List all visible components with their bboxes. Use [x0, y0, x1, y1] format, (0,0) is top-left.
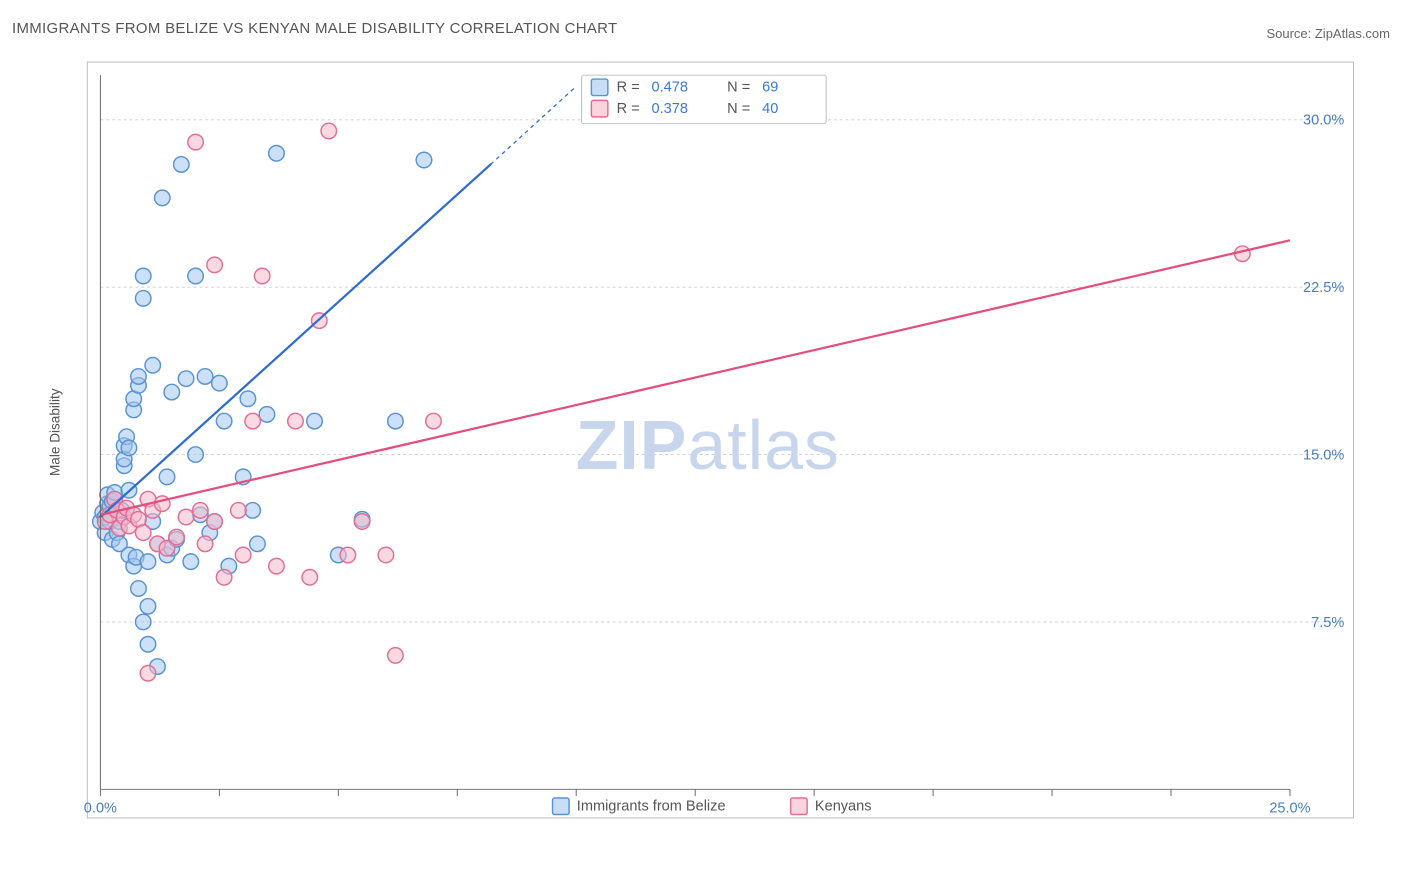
svg-text:Male Disability: Male Disability [48, 388, 63, 476]
svg-text:40: 40 [762, 101, 778, 117]
stats-legend: R = 0.478 N = 69 R = 0.378 N = 40 [582, 75, 827, 124]
svg-text:N =: N = [727, 101, 750, 117]
x-ticks [100, 789, 1290, 796]
svg-text:30.0%: 30.0% [1303, 113, 1344, 129]
chart-area: ZIPatlas 7.5% 15.0% 22.5% 30.0% 0.0% 25.0% R… [48, 50, 1354, 830]
chart-title: IMMIGRANTS FROM BELIZE VS KENYAN MALE DI… [12, 20, 617, 37]
svg-text:0.0%: 0.0% [84, 801, 117, 817]
svg-text:R =: R = [617, 80, 640, 96]
svg-text:7.5%: 7.5% [1311, 615, 1344, 631]
svg-text:0.378: 0.378 [652, 101, 688, 117]
svg-text:69: 69 [762, 80, 778, 96]
svg-text:0.478: 0.478 [652, 80, 688, 96]
svg-text:25.0%: 25.0% [1269, 801, 1310, 817]
source-label: Source: ZipAtlas.com [1266, 26, 1390, 41]
scatter-chart: ZIPatlas 7.5% 15.0% 22.5% 30.0% 0.0% 25.0% R… [48, 50, 1354, 830]
svg-text:22.5%: 22.5% [1303, 280, 1344, 296]
svg-text:15.0%: 15.0% [1303, 447, 1344, 463]
x-legend: Immigrants from Belize Kenyans [553, 798, 872, 815]
y-tick-labels: 7.5% 15.0% 22.5% 30.0% [1303, 113, 1344, 631]
scatter-points [93, 123, 1251, 681]
svg-text:Kenyans: Kenyans [815, 799, 872, 815]
source-prefix: Source: [1266, 26, 1314, 41]
svg-text:R =: R = [617, 101, 640, 117]
source-name: ZipAtlas.com [1315, 26, 1390, 41]
svg-text:N =: N = [727, 80, 750, 96]
svg-text:Immigrants from Belize: Immigrants from Belize [577, 799, 726, 815]
watermark: ZIPatlas [576, 406, 840, 484]
